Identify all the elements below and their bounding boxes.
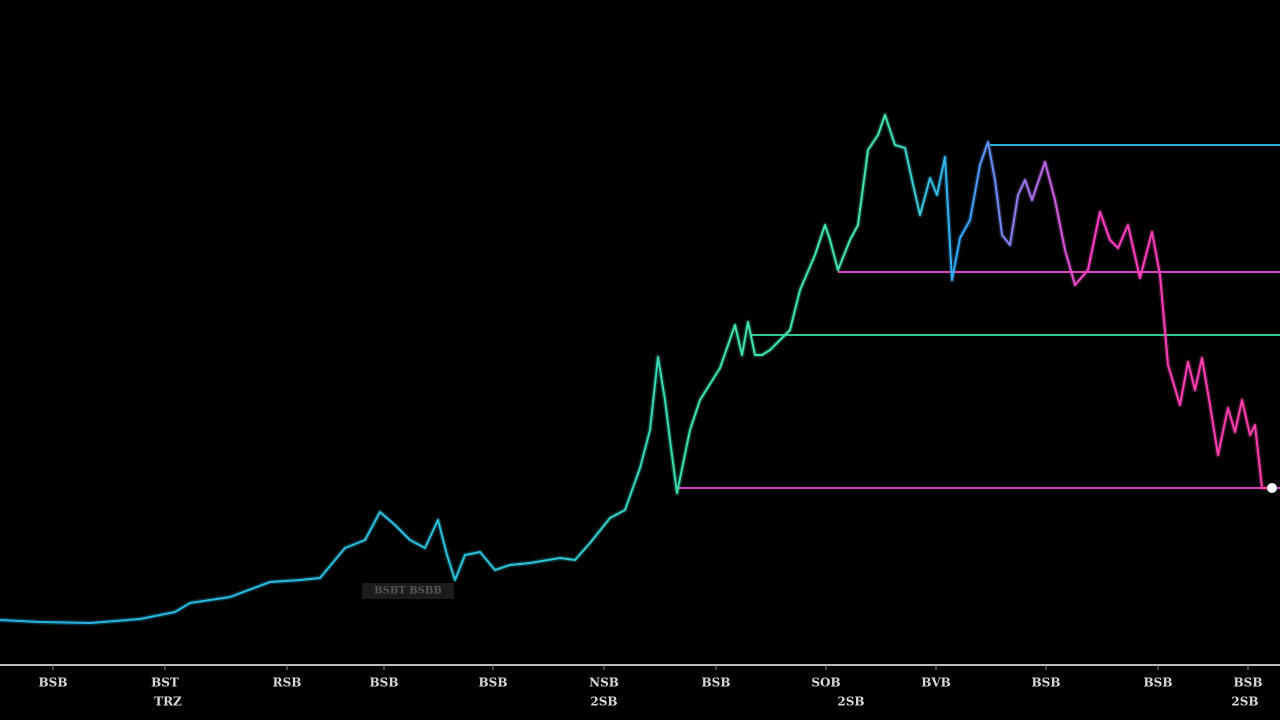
x-tick-sublabel: 2SB [837, 695, 864, 709]
x-tick-label: BSB [370, 676, 399, 690]
annotation-box [362, 583, 454, 599]
x-tick-label: RSB [273, 676, 302, 690]
end-marker [1267, 483, 1277, 493]
x-tick-label: BSB [702, 676, 731, 690]
x-tick-sublabel: 2SB [590, 695, 617, 709]
x-tick-label: SOB [811, 676, 840, 690]
x-tick-sublabel: 2SB [1231, 695, 1258, 709]
x-tick-label: BSB [479, 676, 508, 690]
annotation: BSBT BSBB [374, 586, 442, 597]
x-tick-label: BST [151, 676, 179, 690]
x-tick-sublabel: TRZ [154, 695, 182, 709]
x-tick-label: BSB [1234, 676, 1263, 690]
price-line [0, 114, 1272, 624]
price-line-glow [0, 112, 1272, 626]
x-tick-label: BVB [921, 676, 951, 690]
x-tick-label: BSB [39, 676, 68, 690]
x-tick-label: BSB [1144, 676, 1173, 690]
x-tick-label: NSB [589, 676, 619, 690]
x-tick-label: BSB [1032, 676, 1061, 690]
